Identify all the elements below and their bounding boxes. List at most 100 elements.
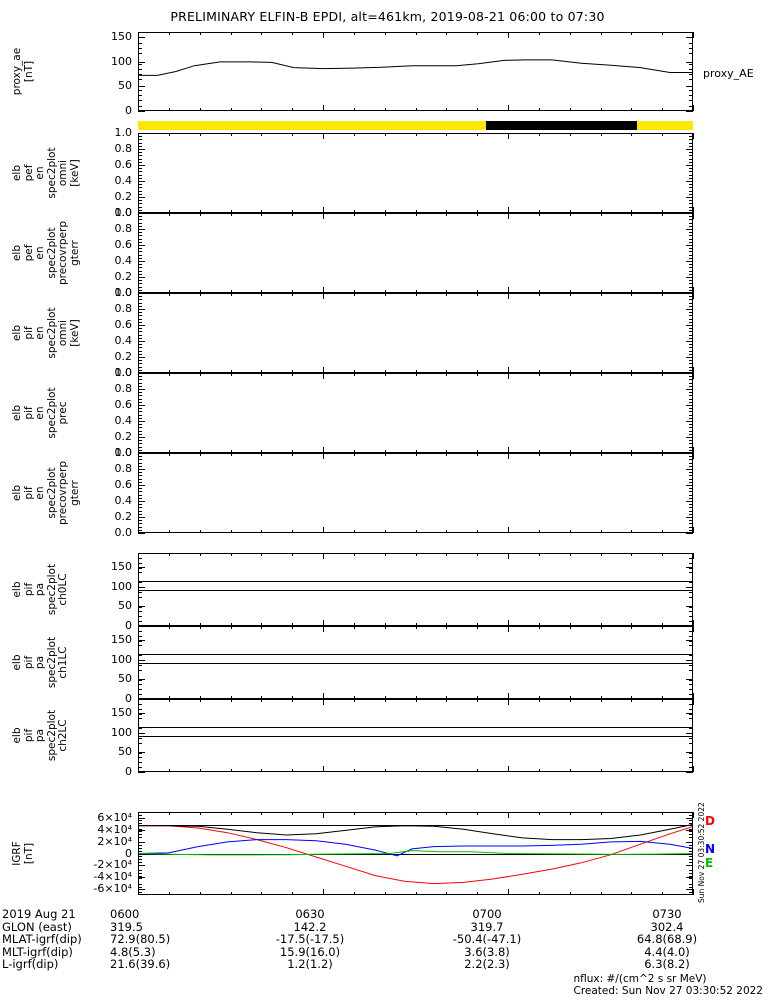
x-minor-tick <box>539 623 540 626</box>
series-proxy_AE <box>139 59 692 76</box>
y-minor-tick <box>138 223 142 224</box>
y-minor-tick <box>138 363 142 364</box>
x-minor-tick <box>570 32 571 35</box>
x-minor-tick <box>662 210 663 213</box>
y-minor-tick <box>689 306 693 307</box>
y-minor-tick <box>138 392 142 393</box>
y-minor-tick <box>689 504 693 505</box>
y-minor-tick <box>138 631 142 632</box>
x-major-tick <box>323 213 324 219</box>
panel-label-line: elb <box>11 581 23 598</box>
panel-label-line: en <box>34 406 46 420</box>
x-minor-tick <box>570 812 571 815</box>
x-major-tick <box>138 105 139 111</box>
panel-frame-elb-pif-en-spec2plot-prec <box>138 373 693 453</box>
panel-label-line: [nT] <box>22 842 35 865</box>
y-major-tick <box>138 357 145 358</box>
panel-label-line: ch2LC <box>57 719 69 752</box>
x-minor-tick <box>416 450 417 453</box>
x-minor-tick <box>200 373 201 376</box>
y-minor-tick <box>689 223 693 224</box>
y-minor-tick <box>689 704 693 705</box>
x-minor-tick <box>662 812 663 815</box>
y-major-tick <box>138 229 145 230</box>
panel-label-line: elb <box>11 654 23 671</box>
x-minor-tick <box>539 812 540 815</box>
x-minor-tick <box>570 450 571 453</box>
y-minor-tick <box>689 399 693 400</box>
y-tick-label: 0.8 <box>114 142 133 155</box>
y-minor-tick <box>138 258 142 259</box>
y-tick-label: 150 <box>111 559 132 573</box>
x-major-tick <box>508 453 509 459</box>
y-tick-label: 0 <box>125 846 132 860</box>
x-minor-tick <box>416 530 417 533</box>
igrf-traces <box>139 824 692 885</box>
x-minor-tick <box>169 133 170 136</box>
footer-units: nflux: #/(cm^2 s sr MeV) <box>573 973 707 985</box>
panel-label-line: elb <box>11 484 23 502</box>
science-zone-bar <box>138 121 693 130</box>
y-major-tick <box>138 325 145 326</box>
y-minor-tick <box>138 184 142 185</box>
y-minor-tick <box>689 592 693 593</box>
y-minor-tick <box>138 239 142 240</box>
x-minor-tick <box>631 108 632 111</box>
y-major-tick <box>138 133 145 134</box>
y-major-tick <box>686 485 693 486</box>
y-major-tick <box>138 453 145 454</box>
y-minor-tick <box>138 136 142 137</box>
y-minor-tick <box>138 95 142 96</box>
panel-label-line: precovrperp <box>57 460 69 526</box>
bottom-axis-lshell-0: 21.6(39.6) <box>110 957 171 972</box>
panel-label-line: gterr <box>68 480 81 506</box>
x-minor-tick <box>446 623 447 626</box>
y-major-tick <box>686 389 693 390</box>
panel-label-igrf: IGRF [nT] <box>11 812 35 895</box>
x-major-tick <box>323 693 324 699</box>
y-minor-tick <box>138 459 142 460</box>
y-minor-tick <box>689 834 693 835</box>
y-minor-tick <box>689 392 693 393</box>
y-minor-tick <box>138 845 142 846</box>
y-minor-tick <box>138 383 142 384</box>
y-minor-tick <box>138 488 142 489</box>
y-major-tick <box>686 111 693 112</box>
y-minor-tick <box>689 597 693 598</box>
y-tick-label: 0.8 <box>114 462 133 475</box>
x-minor-tick <box>200 450 201 453</box>
y-minor-tick <box>138 37 142 38</box>
x-minor-tick <box>416 623 417 626</box>
y-major-tick <box>138 405 145 406</box>
y-minor-tick <box>138 69 142 70</box>
x-major-tick <box>138 553 139 559</box>
y-minor-tick <box>138 315 142 316</box>
x-minor-tick <box>385 32 386 35</box>
x-minor-tick <box>261 293 262 296</box>
x-minor-tick <box>354 453 355 456</box>
igrf-zero-line <box>139 854 692 855</box>
y-tick-label: -4×10⁴ <box>93 870 132 884</box>
y-minor-tick <box>138 53 142 54</box>
x-minor-tick <box>631 370 632 373</box>
x-minor-tick <box>200 108 201 111</box>
y-minor-tick <box>689 328 693 329</box>
y-minor-tick <box>138 232 142 233</box>
y-minor-tick <box>138 328 142 329</box>
y-major-tick <box>686 877 693 878</box>
x-minor-tick <box>416 210 417 213</box>
x-minor-tick <box>354 812 355 815</box>
y-minor-tick <box>138 219 142 220</box>
x-minor-tick <box>539 453 540 456</box>
y-minor-tick <box>138 660 142 661</box>
x-minor-tick <box>539 373 540 376</box>
y-minor-tick <box>138 665 142 666</box>
y-minor-tick <box>138 511 142 512</box>
x-minor-tick <box>631 626 632 629</box>
x-minor-tick <box>631 696 632 699</box>
x-minor-tick <box>385 293 386 296</box>
x-minor-tick <box>261 373 262 376</box>
y-minor-tick <box>689 427 693 428</box>
x-minor-tick <box>231 892 232 895</box>
x-minor-tick <box>446 293 447 296</box>
